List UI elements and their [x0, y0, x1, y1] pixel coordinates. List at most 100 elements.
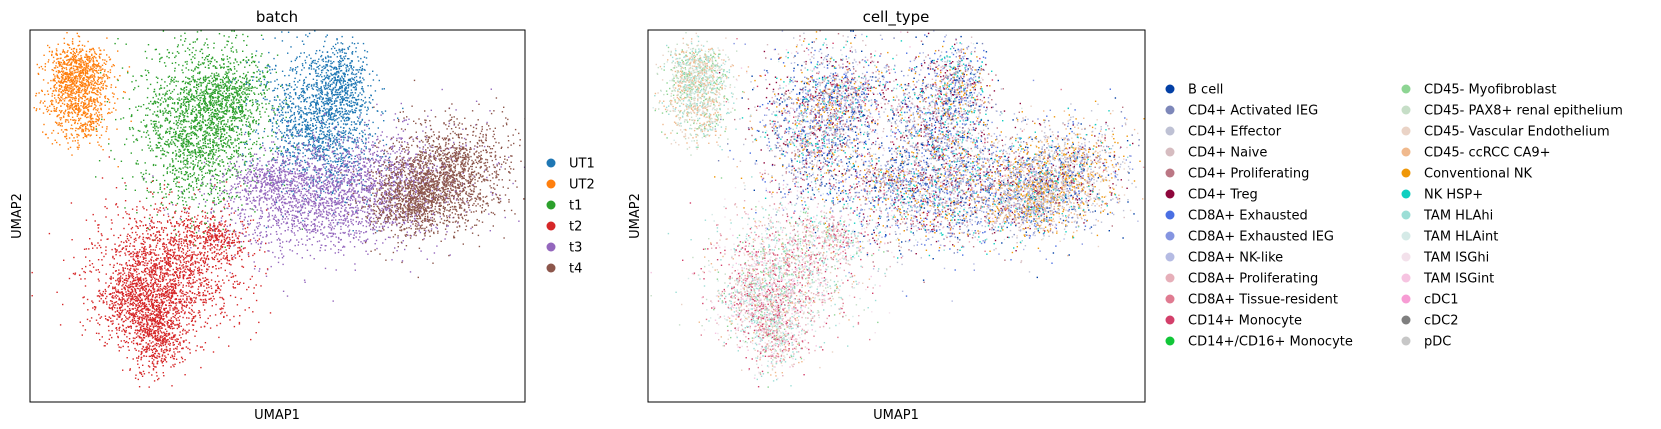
cell-point: [210, 116, 213, 118]
cell-point: [232, 77, 234, 79]
cell-point: [180, 171, 183, 173]
cell-point: [93, 65, 95, 67]
cell-point: [336, 133, 339, 136]
cell-point: [228, 126, 230, 128]
cell-point: [85, 79, 87, 81]
cell-point: [215, 144, 217, 147]
cell-point: [59, 65, 61, 67]
cell-point: [302, 121, 304, 123]
cell-point: [226, 126, 229, 128]
cell-point: [274, 114, 276, 116]
cell-point: [189, 166, 191, 168]
cell-point: [68, 61, 70, 63]
cell-point: [152, 196, 154, 198]
cell-point: [210, 94, 212, 96]
cell-point: [329, 97, 331, 99]
cell-point: [248, 148, 250, 150]
cell-point: [175, 111, 177, 113]
cell-point: [213, 152, 215, 154]
cell-point: [289, 100, 292, 102]
cell-point: [217, 92, 219, 95]
cell-point: [66, 73, 68, 75]
cell-point: [315, 199, 317, 201]
cell-point: [221, 103, 223, 106]
cell-point: [86, 93, 89, 95]
cell-point: [318, 121, 320, 123]
cell-point: [192, 163, 194, 165]
cell-point: [80, 102, 82, 104]
cell-point: [346, 164, 348, 166]
cell-point: [226, 40, 228, 42]
cell-point: [100, 66, 102, 68]
cell-point: [340, 42, 342, 44]
cell-point: [341, 135, 343, 138]
cell-point: [96, 119, 98, 121]
cell-point: [290, 115, 292, 117]
cell-point: [183, 163, 185, 165]
cell-point: [251, 56, 253, 59]
cell-point: [279, 115, 281, 117]
cell-point: [379, 156, 381, 158]
cell-point: [251, 99, 254, 101]
cell-point: [74, 65, 76, 67]
cell-point: [77, 122, 79, 125]
cell-point: [194, 69, 196, 71]
cell-point: [99, 67, 101, 69]
cell-point: [225, 89, 228, 91]
cell-point: [184, 112, 186, 114]
cell-point: [62, 98, 64, 100]
cell-point: [59, 99, 62, 101]
cell-point: [136, 139, 139, 142]
cell-point: [201, 82, 203, 84]
cell-point: [220, 120, 222, 123]
cell-point: [201, 121, 203, 123]
cell-point: [58, 70, 60, 72]
cell-point: [83, 45, 86, 47]
cell-point: [349, 132, 352, 135]
cell-point: [228, 71, 230, 73]
cell-point: [84, 56, 86, 58]
cell-point: [73, 97, 75, 99]
cell-point: [191, 109, 193, 112]
cell-point: [241, 104, 243, 106]
cell-point: [345, 150, 347, 152]
cell-point: [85, 107, 87, 109]
cell-point: [235, 91, 238, 93]
cell-point: [234, 139, 236, 142]
cell-point: [210, 60, 213, 63]
cell-point: [339, 152, 341, 154]
cell-point: [85, 72, 88, 74]
cell-point: [78, 73, 80, 76]
cell-point: [212, 153, 214, 155]
cell-point: [332, 212, 335, 215]
cell-point: [201, 181, 204, 184]
cell-point: [182, 152, 184, 155]
cell-point: [323, 85, 325, 87]
cell-point: [214, 90, 216, 92]
cell-point: [238, 89, 241, 91]
cell-point: [310, 113, 313, 115]
cell-point: [183, 149, 185, 151]
cell-point: [193, 126, 195, 129]
cell-point: [326, 130, 329, 133]
cell-point: [218, 198, 220, 201]
cell-point: [69, 81, 71, 83]
cell-point: [332, 116, 334, 118]
cell-point: [328, 113, 331, 116]
cell-point: [235, 131, 238, 133]
cell-point: [77, 75, 80, 77]
cell-point: [227, 162, 229, 165]
cell-point: [64, 56, 66, 59]
cell-point: [50, 103, 53, 106]
cell-point: [79, 74, 81, 76]
cell-point: [190, 154, 192, 156]
cell-point: [164, 143, 166, 145]
cell-point: [207, 55, 209, 57]
cell-point: [285, 100, 288, 102]
cell-point: [219, 100, 221, 102]
cell-point: [223, 87, 225, 89]
cell-point: [176, 98, 179, 100]
cell-point: [87, 109, 89, 111]
cell-point: [213, 122, 215, 124]
cell-point: [297, 81, 299, 83]
